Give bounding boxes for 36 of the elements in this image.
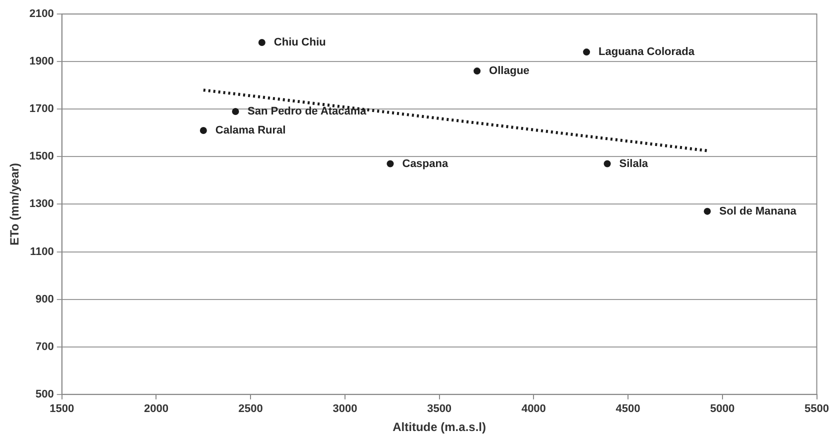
annotation: Silala	[619, 158, 649, 170]
x-tick-label: 3500	[427, 403, 452, 416]
y-tick-label: 1100	[30, 246, 54, 258]
y-tick-label: 1500	[29, 150, 54, 163]
x-tick-label: 2000	[144, 403, 168, 416]
annotation: Ollague	[489, 65, 530, 78]
y-tick-label: 2100	[29, 8, 54, 20]
annotation: Caspana	[402, 158, 449, 170]
y-tick-label: 900	[36, 293, 54, 306]
annotation: Sol de Manana	[719, 205, 798, 218]
point	[583, 48, 590, 56]
point	[704, 208, 711, 215]
point	[258, 39, 266, 46]
annotation: Calama Rural	[215, 124, 286, 137]
y-tick-label: 1900	[29, 56, 54, 68]
point	[232, 108, 239, 115]
y-tick-label: 1300	[29, 198, 54, 210]
annotation: Chiu Chiu	[274, 36, 326, 49]
y-tick-label: 1700	[29, 103, 54, 116]
point	[474, 68, 481, 75]
annotation: Laguana Colorada	[598, 46, 696, 58]
y-tick-label: 700	[36, 340, 54, 353]
point	[200, 127, 207, 134]
point	[386, 160, 394, 168]
x-tick-label: 3000	[332, 403, 358, 416]
x-tick-label: 4000	[521, 403, 546, 416]
y-tick-label: 500	[36, 388, 54, 400]
x-tick-label: 5000	[710, 403, 735, 416]
x-axis-title: Altitude (m.a.s.l)	[392, 420, 486, 434]
x-tick-label: 5500	[804, 403, 830, 416]
y-axis-title: ETo (mm/year)	[8, 162, 22, 246]
x-tick-label: 4500	[616, 403, 640, 416]
x-tick-label: 1500	[50, 403, 74, 416]
annotation: San Pedro de Atacama	[247, 106, 368, 118]
x-tick-label: 2500	[238, 403, 263, 416]
point	[604, 160, 611, 168]
